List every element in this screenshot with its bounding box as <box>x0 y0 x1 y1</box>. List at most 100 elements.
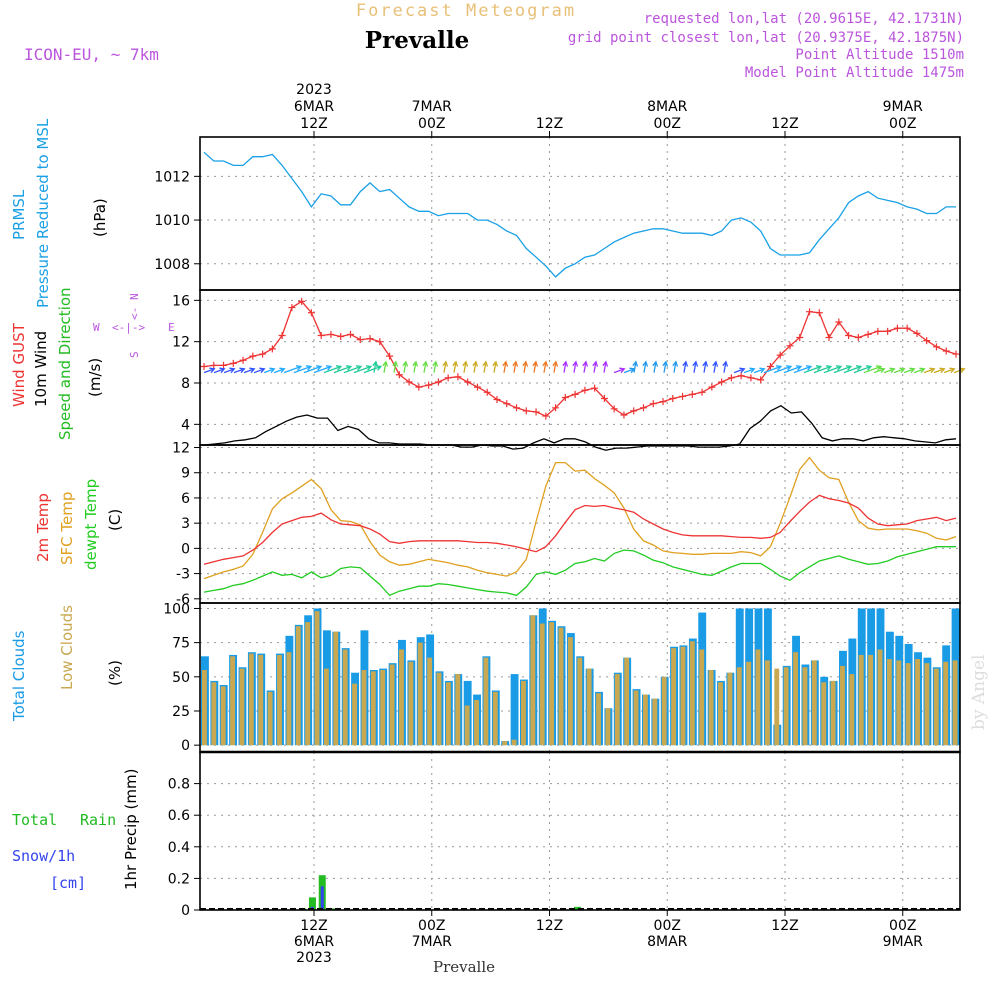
label-pct: (%) <box>106 660 124 686</box>
gust-marker <box>610 405 618 413</box>
sfc-temp-line <box>203 456 957 580</box>
label-ms: (m/s) <box>86 358 104 397</box>
wind-arrow <box>353 365 372 374</box>
low-cloud-bar <box>408 661 414 746</box>
wind-arrow-head <box>712 360 719 367</box>
time-label-bottom: 8MAR <box>647 934 688 950</box>
gust-marker <box>727 374 735 382</box>
wind-arrow <box>753 368 765 374</box>
time-label-bottom: 12Z <box>536 918 563 934</box>
gust-marker <box>522 407 530 415</box>
wind-arrow-head <box>652 360 659 367</box>
low-cloud-bar <box>267 691 273 746</box>
time-label-top: 00Z <box>418 116 445 132</box>
wind-arrow-head <box>392 360 399 367</box>
wind-arrow-head <box>909 367 916 374</box>
time-label-bottom: 2023 <box>296 950 332 966</box>
wind-arrow <box>863 365 882 374</box>
gust-marker <box>747 374 755 382</box>
compass-w: W <box>93 321 100 334</box>
wind-arrow <box>503 361 507 373</box>
wind-arrow-head <box>865 365 873 371</box>
wind-arrow <box>423 361 427 373</box>
wind-arrow <box>443 361 447 373</box>
time-label-top: 2023 <box>296 82 332 98</box>
wind-arrow <box>343 365 362 374</box>
wind-arrow <box>223 368 235 374</box>
time-label-top: 12Z <box>300 116 327 132</box>
gust-marker <box>288 304 296 312</box>
wind-arrow <box>823 365 842 374</box>
gust-marker <box>542 412 550 420</box>
total-cloud-bar <box>510 674 519 746</box>
label-dewpt-temp: dewpt Temp <box>82 479 100 570</box>
gust-marker <box>561 393 569 401</box>
gust-marker <box>688 390 696 398</box>
gust-marker <box>483 388 491 396</box>
gust-marker <box>249 352 257 360</box>
low-cloud-bar <box>521 680 526 746</box>
time-label-bottom: 00Z <box>418 918 445 934</box>
model-altitude: Model Point Altitude 1475m <box>745 65 964 81</box>
gust-marker <box>425 381 433 389</box>
low-cloud-bar <box>821 682 827 746</box>
y-tick-label: 0.8 <box>168 777 190 793</box>
low-cloud-bar <box>933 668 939 746</box>
low-cloud-bar <box>718 682 723 746</box>
gust-marker <box>698 388 706 396</box>
low-cloud-bar <box>305 622 311 746</box>
wind-arrow <box>613 368 625 374</box>
wind-arrow <box>543 361 547 373</box>
wind-arrow <box>513 361 517 373</box>
wind-arrow-head <box>462 360 469 367</box>
wind-arrow-head <box>345 365 353 371</box>
wind-arrow <box>593 361 597 373</box>
time-label-top: 9MAR <box>883 99 924 115</box>
wind-arrow-head <box>355 365 363 371</box>
wind-arrow-head <box>502 360 509 367</box>
gust-marker <box>415 383 423 391</box>
gust-marker <box>932 343 940 351</box>
low-cloud-bar <box>858 654 864 746</box>
gust-marker <box>200 362 208 370</box>
wind-arrow <box>933 368 945 374</box>
wind-arrow-head <box>775 365 783 371</box>
time-label-top: 12Z <box>536 116 563 132</box>
snow-bar <box>320 886 324 910</box>
wind-arrow-head <box>805 365 813 371</box>
wind-arrow-head <box>412 360 419 367</box>
wind-arrow-head <box>722 360 729 367</box>
compass-s: S <box>128 351 141 358</box>
low-cloud-bar <box>464 705 470 746</box>
wind-arrow <box>653 361 657 373</box>
wind-arrow <box>923 368 935 374</box>
wind-arrow-head <box>372 360 379 367</box>
gust-marker <box>864 330 872 338</box>
wind-arrow <box>573 361 577 373</box>
wind-arrow-head <box>402 360 409 367</box>
wind-arrow <box>253 368 265 374</box>
gust-marker <box>884 327 892 335</box>
low-cloud-bar <box>905 663 911 746</box>
low-cloud-bar <box>399 649 404 746</box>
label-prmsl-long: Pressure Reduced to MSL <box>34 118 52 308</box>
y-tick-label: 12 <box>172 441 190 457</box>
low-cloud-bar <box>830 680 836 746</box>
y-tick-label: 1012 <box>154 169 190 185</box>
wind-arrow <box>793 365 812 374</box>
gust-marker <box>444 374 452 382</box>
gust-marker <box>473 383 481 391</box>
wind-arrow-head <box>219 367 226 374</box>
gust-marker <box>854 334 862 342</box>
gust-marker <box>356 336 364 344</box>
wind-arrow <box>583 361 587 373</box>
wind-arrow <box>493 361 497 373</box>
gust-marker <box>786 342 794 350</box>
label-cm: [cm] <box>50 874 86 892</box>
gust-marker <box>630 407 638 415</box>
low-cloud-bar <box>333 631 339 746</box>
low-cloud-bar <box>877 649 883 746</box>
gust-marker <box>669 395 677 402</box>
wind-compass: N <- S W <-|-> E <box>93 293 175 358</box>
